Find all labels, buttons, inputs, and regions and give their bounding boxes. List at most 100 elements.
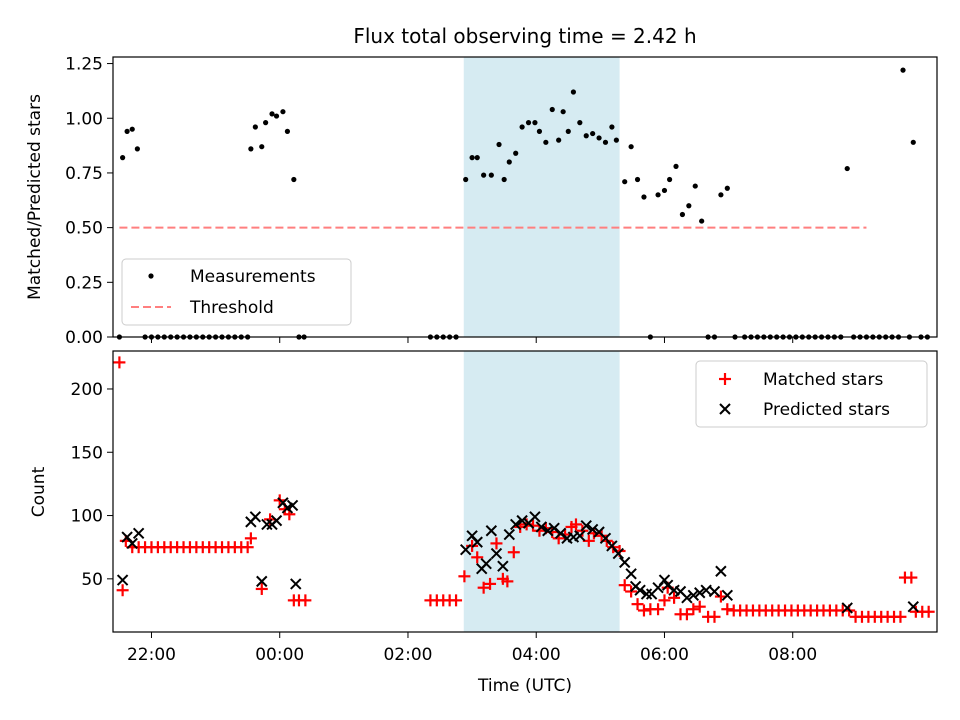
measurement-point (280, 109, 286, 115)
predicted-star-point (619, 556, 631, 569)
top-y-axis-label: Matched/Predicted stars (25, 94, 45, 300)
predicted-star-point (516, 514, 528, 527)
y-tick-label: 0.25 (65, 273, 103, 293)
matched-star-point (637, 604, 650, 617)
measurement-point (583, 133, 589, 139)
predicted-star-point (694, 587, 706, 599)
measurement-point (252, 124, 258, 130)
matched-star-point (687, 603, 700, 616)
predicted-star-point (715, 565, 727, 577)
predicted-star-point (256, 575, 268, 588)
measurement-point (692, 183, 698, 189)
measurement-point (577, 120, 583, 126)
matched-star-point (450, 594, 463, 607)
measurement-point (634, 176, 641, 183)
measurement-point (844, 165, 850, 172)
matched-star-point (299, 594, 312, 607)
measurement-point (263, 120, 269, 126)
y-tick-label: 50 (81, 570, 103, 590)
predicted-star-point (132, 527, 145, 539)
measurement-point (549, 106, 555, 113)
predicted-star-point (574, 530, 586, 542)
measurement-point (609, 124, 615, 130)
predicted-star-point (640, 588, 653, 600)
legend-measurements-marker (148, 273, 154, 279)
measurement-point (602, 139, 609, 145)
measurement-point (543, 139, 549, 145)
matched-star-point (922, 605, 935, 618)
predicted-star-point (542, 525, 554, 537)
measurement-point (124, 128, 130, 134)
matched-star-point (471, 551, 484, 564)
matched-star-point (658, 594, 671, 607)
bottom-axes-frame (112, 350, 938, 633)
predicted-star-point (625, 568, 637, 580)
x-tick-label: 22:00 (127, 645, 176, 665)
top-y-ticks: 0.00 0.25 0.50 0.75 1.00 1.25 (65, 55, 113, 348)
top-axes-frame (112, 56, 938, 338)
measurement-point (596, 135, 602, 141)
x-axis-label: Time (UTC) (477, 676, 572, 696)
matched-star-point (255, 582, 268, 595)
predicted-star-point (471, 536, 483, 548)
y-tick-label: 1.00 (65, 109, 103, 129)
measurement-point (474, 155, 480, 161)
matched-star-point (507, 546, 520, 559)
x-tick-label: 06:00 (640, 645, 689, 665)
predicted-star-point (480, 557, 492, 570)
predicted-star-point (907, 600, 919, 613)
measurement-point (590, 130, 596, 137)
predicted-star-point (490, 547, 503, 560)
measurement-point (291, 176, 297, 183)
x-tick-label: 02:00 (383, 645, 432, 665)
predicted-star-point (721, 589, 734, 601)
predicted-star-point (509, 518, 522, 531)
measurement-point (129, 126, 135, 132)
top-legend-box (121, 258, 352, 326)
chart-title: Flux total observing time = 2.42 h (353, 24, 696, 48)
measurement-point (248, 146, 254, 152)
legend-predicted-label: Predicted stars (763, 400, 890, 420)
bottom-y-ticks: 50 100 150 200 (71, 380, 113, 590)
matched-star-point (244, 532, 257, 545)
matched-star-point (241, 541, 254, 554)
measurement-point (900, 67, 906, 73)
matched-star-point (490, 537, 503, 550)
legend-measurements-label: Measurements (190, 267, 316, 287)
bottom-panel: 50 100 150 200 22:00 00:00 02:00 04:00 06:00 08:… (29, 350, 938, 696)
bottom-x-ticks: 22:00 00:00 02:00 04:00 06:00 08:00 (127, 632, 817, 665)
predicted-star-point (286, 499, 299, 512)
predicted-star-point (503, 528, 515, 541)
measurement-point (661, 187, 668, 194)
matched-star-point (458, 570, 471, 583)
matched-star-point (618, 579, 631, 592)
matched-star-point (484, 577, 497, 590)
predicted-star-point (687, 589, 700, 601)
predicted-star-point (270, 514, 283, 527)
y-tick-label: 200 (71, 380, 103, 400)
y-tick-label: 150 (71, 443, 103, 463)
measurement-point (501, 176, 507, 183)
matched-star-point (721, 603, 734, 616)
predicted-star-point (708, 585, 721, 598)
matched-star-point (708, 610, 721, 623)
measurement-point (628, 144, 634, 150)
bottom-predicted-layer (116, 497, 919, 614)
legend-matched-marker (719, 373, 731, 385)
measurement-point (699, 218, 705, 224)
predicted-star-point (586, 523, 599, 536)
measurement-point (532, 120, 538, 126)
measurement-point (565, 128, 571, 134)
measurement-point (284, 128, 291, 134)
predicted-star-point (658, 574, 671, 586)
measurement-point (488, 172, 494, 178)
measurement-point (506, 159, 512, 165)
bottom-legend-box (695, 360, 928, 428)
x-tick-label: 08:00 (768, 645, 817, 665)
x-tick-label: 00:00 (255, 645, 304, 665)
predicted-star-point (485, 525, 498, 537)
predicted-star-point (261, 518, 273, 531)
measurement-point (655, 192, 661, 198)
y-tick-label: 1.25 (65, 55, 103, 75)
y-tick-label: 0.00 (65, 328, 103, 348)
